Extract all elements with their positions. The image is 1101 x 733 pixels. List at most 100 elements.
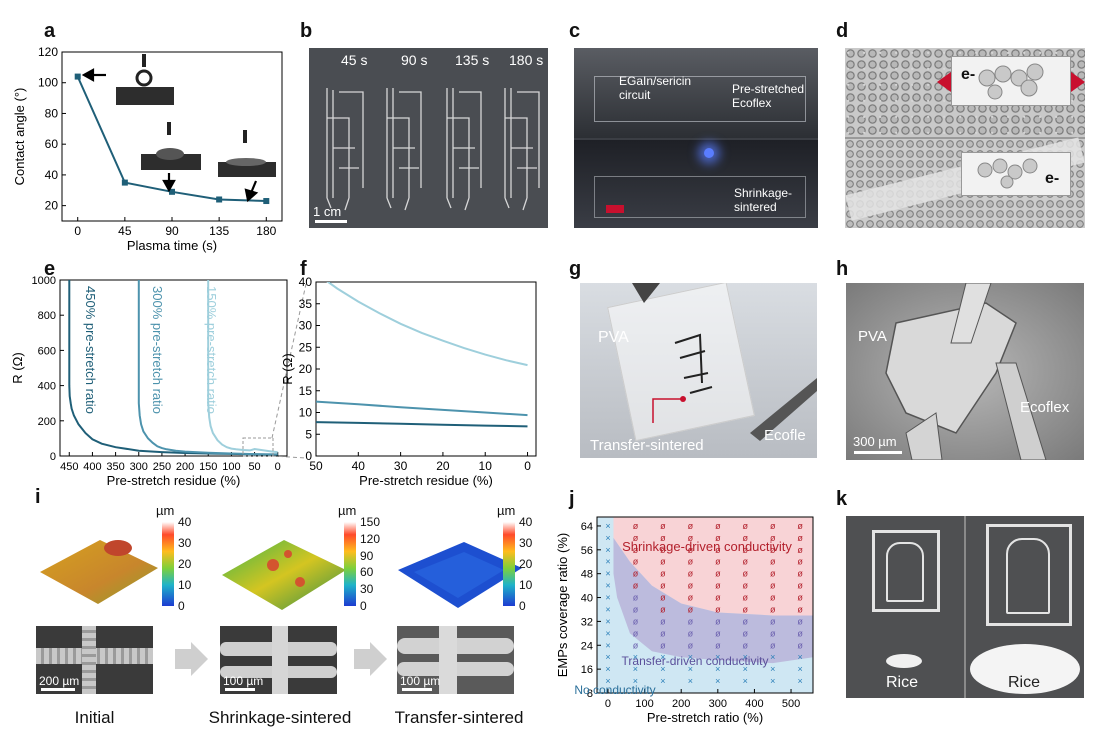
caption-shrinkage: Shrinkage-sintered [208, 708, 352, 727]
scale-bar [315, 220, 347, 223]
region-shrinkage [613, 517, 813, 616]
droplet-inset-3 [218, 130, 276, 177]
point-none: × [715, 664, 720, 674]
x-tick-label: 400 [83, 461, 101, 473]
colorbar-tick-label: 20 [178, 557, 192, 571]
point-transfer: ø [770, 616, 776, 626]
y-axis-label: EMPs coverage ratio (%) [555, 533, 570, 678]
point-shrinkage: ø [715, 557, 721, 567]
x-tick-label: 90 [165, 224, 179, 238]
arrow-right-icon [1071, 72, 1085, 92]
point-transfer: ø [688, 616, 694, 626]
panel-b-circuits-photo: 45 s 90 s 135 s 180 s 1 cm [309, 48, 548, 228]
colorbar-tick-label: 30 [519, 536, 533, 550]
x-tick-label: 200 [176, 461, 194, 473]
droplet-inset-1 [116, 54, 174, 105]
point-none: × [660, 664, 665, 674]
surface-plot-transfer [398, 542, 522, 608]
zoom-connector [271, 283, 307, 459]
point-transfer: ø [633, 593, 639, 603]
arrow-icon [81, 68, 259, 203]
point-transfer: ø [770, 628, 776, 638]
panel-letter-i: i [35, 486, 41, 508]
point-shrinkage: ø [797, 521, 803, 531]
x-tick-label: 500 [782, 698, 800, 710]
ecoflex-label-g: Ecofle [764, 427, 806, 444]
y-tick-label: 40 [581, 593, 593, 605]
colorbar-tick-label: 0 [360, 599, 367, 613]
arrow-left-icon [937, 72, 951, 92]
point-none: × [605, 616, 610, 626]
point-shrinkage: ø [770, 581, 776, 591]
x-tick-label: 135 [209, 224, 229, 238]
chart-e-resistance: 450 400 350 300 250 200 150 100 50 0 0 200 400 600 800… [10, 275, 288, 488]
point-shrinkage: ø [715, 569, 721, 579]
series-label-150: 150% pre-stretch ratio [204, 286, 219, 414]
point-transfer: ø [743, 640, 749, 650]
colorbar-tick-label: 0 [519, 599, 526, 613]
point-transfer: ø [797, 640, 803, 650]
x-tick-label: 30 [394, 459, 408, 473]
y-tick-label: 800 [38, 310, 56, 322]
point-none: × [605, 664, 610, 674]
y-tick-label: 400 [38, 381, 56, 393]
point-shrinkage: ø [688, 545, 694, 555]
y-tick-label: 30 [299, 319, 313, 333]
point-none: × [605, 604, 610, 614]
y-tick-label: 15 [299, 384, 313, 398]
y-tick-label: 5 [305, 427, 312, 441]
point-none: × [605, 652, 610, 662]
rice-grain-right [970, 644, 1080, 694]
mona-lisa-print-left [872, 530, 940, 612]
data-point [169, 188, 175, 195]
point-shrinkage: ø [633, 569, 639, 579]
scale-bar-label: 1 cm [313, 204, 342, 219]
arrow-right-gray-icon [175, 649, 191, 669]
x-tick-label: 100 [222, 461, 240, 473]
electron-label-top: e- [961, 66, 976, 83]
point-none: × [798, 664, 803, 674]
point-shrinkage: ø [797, 604, 803, 614]
panel-letter-a: a [44, 20, 56, 42]
x-tick-label: 0 [275, 461, 281, 473]
panel-letter-h: h [836, 258, 849, 280]
data-point [216, 196, 223, 203]
scale-bar-i2 [225, 688, 255, 691]
panel-letter-b: b [300, 20, 313, 42]
x-tick-label: 0 [524, 459, 531, 473]
point-shrinkage: ø [660, 604, 666, 614]
panel-k-photo: Rice Rice [846, 516, 1084, 698]
point-shrinkage: ø [688, 521, 694, 531]
x-tick-label: 450 [60, 461, 78, 473]
scale-bar-i3 [402, 688, 432, 691]
y-tick-label: 16 [581, 664, 593, 676]
scale-bar-label-i2: 100 µm [223, 674, 264, 688]
x-tick-label: 40 [352, 459, 366, 473]
x-tick-label: 10 [479, 459, 493, 473]
y-tick-label: 120 [38, 45, 58, 59]
series-line-1 [316, 400, 528, 417]
point-shrinkage: ø [715, 545, 721, 555]
arrow-right-gray-icon [191, 642, 208, 676]
y-tick-label: 32 [581, 616, 593, 628]
y-axis-label: Contact angle (°) [12, 88, 27, 186]
point-none: × [633, 664, 638, 674]
point-shrinkage: ø [797, 545, 803, 555]
y-tick-label: 24 [581, 640, 593, 652]
point-shrinkage: ø [715, 533, 721, 543]
y-tick-label: 35 [299, 297, 313, 311]
colorbar-tick-label: 40 [178, 515, 192, 529]
point-none: × [605, 581, 610, 591]
point-transfer: ø [660, 616, 666, 626]
point-shrinkage: ø [770, 593, 776, 603]
region-transfer [613, 537, 813, 664]
point-shrinkage: ø [688, 604, 694, 614]
point-transfer: ø [660, 628, 666, 638]
point-transfer: ø [715, 628, 721, 638]
point-shrinkage: ø [715, 581, 721, 591]
panel-c-photo: EGaIn/sericin circuit Pre-stretched Ecof… [574, 48, 818, 228]
panel-letter-g: g [569, 258, 582, 280]
data-point [263, 198, 270, 205]
scale-bar-label-i1: 200 µm [39, 674, 80, 688]
point-shrinkage: ø [743, 521, 749, 531]
